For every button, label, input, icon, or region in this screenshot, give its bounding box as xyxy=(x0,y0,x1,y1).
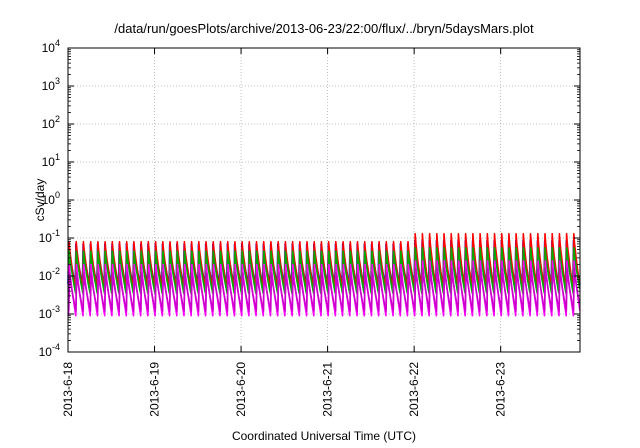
series-lines xyxy=(67,232,581,317)
y-tick-labels: 10-4 10-3 10-2 10-1 100 101 102 103 104 xyxy=(39,38,60,359)
x-tick-label: 2013-6-18 xyxy=(61,362,75,417)
y-tick-label: 10-2 xyxy=(39,266,60,283)
chart-title: /data/run/goesPlots/archive/2013-06-23/2… xyxy=(114,21,534,36)
series-line xyxy=(68,267,581,312)
y-tick-label: 10-1 xyxy=(39,228,60,245)
series-line xyxy=(67,247,581,295)
y-tick-label: 10-4 xyxy=(39,342,60,359)
y-axis-label: cSv/day xyxy=(33,179,47,222)
y-tick-label: 104 xyxy=(42,38,60,55)
x-tick-label: 2013-6-20 xyxy=(234,362,248,417)
axis-ticks xyxy=(67,47,580,353)
x-axis-label: Coordinated Universal Time (UTC) xyxy=(232,429,416,443)
x-tick-labels: 2013-6-18 2013-6-19 2013-6-20 2013-6-21 2013… xyxy=(61,362,508,417)
y-tick-label: 100 xyxy=(42,190,60,207)
x-tick-label: 2013-6-23 xyxy=(494,362,508,417)
x-tick-label: 2013-6-21 xyxy=(321,362,335,417)
x-tick-label: 2013-6-22 xyxy=(407,362,421,417)
y-tick-label: 10-3 xyxy=(39,304,60,321)
x-tick-label: 2013-6-19 xyxy=(148,362,162,417)
y-tick-label: 102 xyxy=(42,114,60,131)
grid-lines xyxy=(68,48,580,352)
y-tick-label: 103 xyxy=(42,76,60,93)
y-tick-label: 101 xyxy=(42,152,60,169)
